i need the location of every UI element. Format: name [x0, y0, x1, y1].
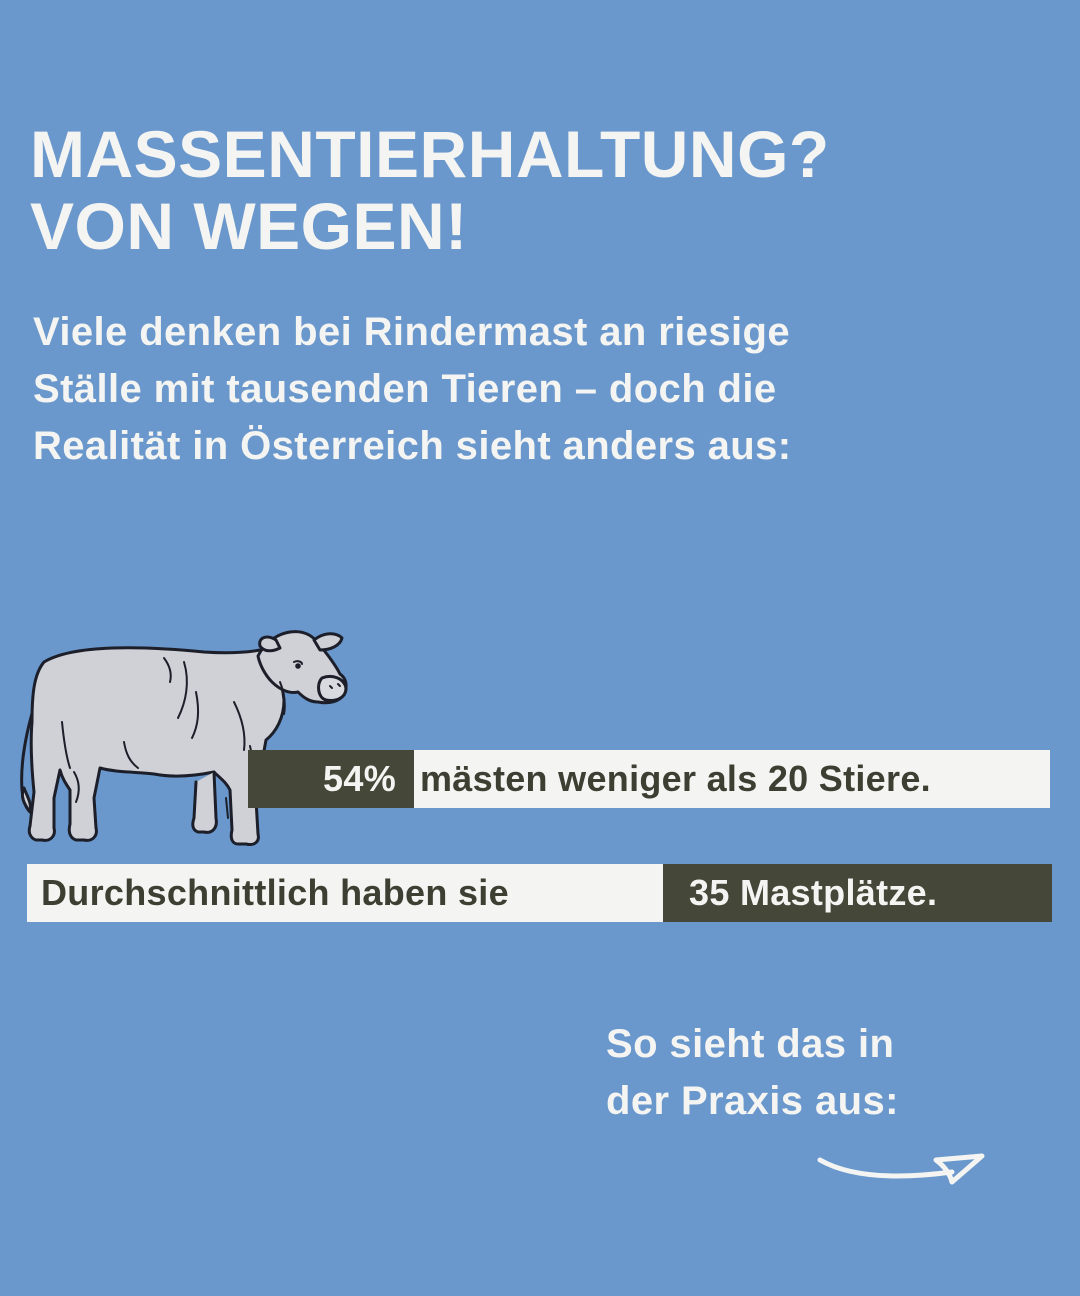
stat-percentage-box: 54%: [248, 750, 414, 808]
stat-description: mästen weniger als 20 Stiere.: [420, 758, 931, 799]
stat-average-label-box: Durchschnittlich haben sie: [27, 864, 663, 922]
intro-line-3: Realität in Österreich sieht anders aus:: [33, 424, 792, 468]
stat-percentage: 54%: [323, 758, 396, 799]
stat-row-small-farms: 54% mästen weniger als 20 Stiere.: [248, 750, 1050, 808]
headline-line-1: MASSENTIERHALTUNG?: [30, 117, 830, 191]
headline: MASSENTIERHALTUNG? VON WEGEN!: [30, 118, 830, 262]
stat-average-label: Durchschnittlich haben sie: [41, 872, 509, 913]
intro-text: Viele denken bei Rindermast an riesige S…: [33, 304, 993, 475]
stat-row-average-places: Durchschnittlich haben sie 35 Mastplätze…: [27, 864, 1052, 922]
arrow-right-icon: [817, 1153, 985, 1185]
headline-line-2: VON WEGEN!: [30, 189, 468, 263]
outro-line-2: der Praxis aus:: [606, 1079, 899, 1123]
outro-text: So sieht das in der Praxis aus:: [606, 1016, 899, 1130]
outro-line-1: So sieht das in: [606, 1022, 895, 1066]
stat-average-value: 35 Mastplätze.: [689, 872, 938, 913]
cow-illustration: [20, 630, 348, 846]
stat-average-value-box: 35 Mastplätze.: [663, 864, 1052, 922]
intro-line-1: Viele denken bei Rindermast an riesige: [33, 310, 790, 354]
stat-description-box: mästen weniger als 20 Stiere.: [414, 750, 1050, 808]
intro-line-2: Ställe mit tausenden Tieren – doch die: [33, 367, 777, 411]
